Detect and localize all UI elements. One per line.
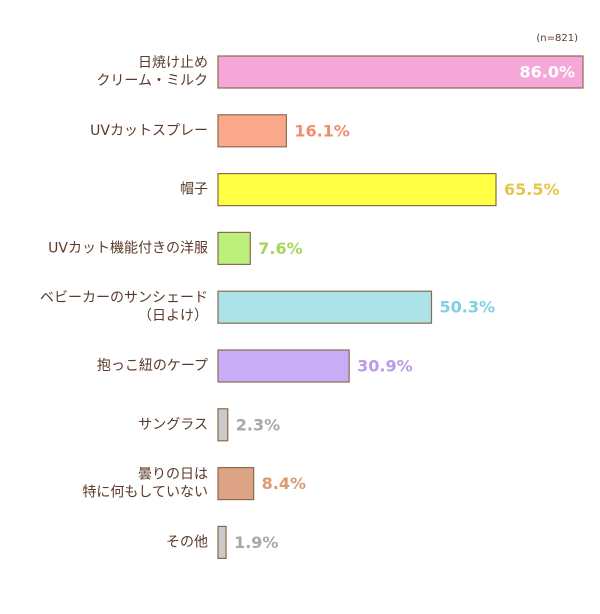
bar: [217, 467, 255, 501]
category-label: UVカットスプレー: [90, 123, 208, 139]
value-label: 30.9%: [357, 357, 413, 376]
bar: [217, 525, 227, 560]
bar: [217, 114, 287, 148]
category-label: 帽子: [180, 182, 208, 198]
category-label: その他: [166, 534, 208, 550]
value-label: 2.3%: [236, 415, 280, 434]
bar: [217, 290, 433, 324]
category-label: UVカット機能付きの洋服: [48, 240, 208, 256]
category-label: ベビーカーのサンシェード（日よけ）: [40, 290, 208, 324]
bar: [217, 173, 497, 207]
value-label: 1.9%: [234, 533, 278, 552]
bar: [217, 55, 584, 89]
bar: [217, 231, 251, 265]
bar: [217, 408, 229, 442]
category-label: サングラス: [138, 417, 208, 433]
value-label: 86.0%: [519, 63, 575, 82]
bar: [217, 349, 350, 383]
value-label: 8.4%: [262, 474, 306, 493]
category-label: 曇りの日は特に何もしていない: [82, 467, 208, 501]
value-label: 16.1%: [294, 121, 350, 140]
value-label: 65.5%: [504, 180, 560, 199]
value-label: 7.6%: [258, 239, 302, 258]
value-label: 50.3%: [439, 298, 495, 317]
category-label: 抱っこ紐のケープ: [97, 358, 208, 374]
category-label: 日焼け止めクリーム・ミルク: [96, 55, 208, 89]
annotation: (n=821): [536, 33, 578, 44]
